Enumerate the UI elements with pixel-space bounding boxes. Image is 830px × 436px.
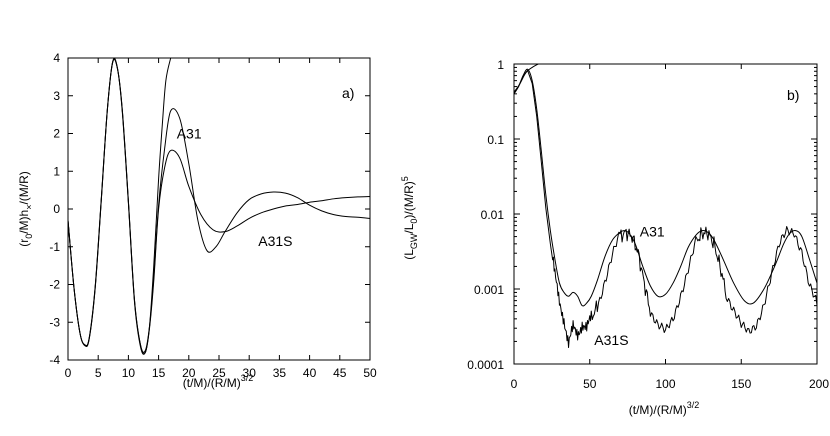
panel-b-ytick-label-0: 0.0001 (467, 358, 504, 372)
panel-b-ytick-label-1: 0.001 (474, 283, 504, 297)
panel-b-ylabel-part-0: (L (402, 249, 416, 260)
panel-b-ytick-label-3: 0.1 (487, 133, 504, 147)
panel-a-xtick-label-9: 45 (333, 366, 347, 380)
panel-b-ylabel-part-5: 5 (400, 176, 410, 181)
panel-a-xtick-label-2: 10 (122, 366, 136, 380)
panel-b-xtick-label-4: 200 (809, 377, 829, 391)
panel-b-ylabel-part-2: /L (402, 223, 416, 233)
panel-a-xtick-label-10: 50 (363, 366, 377, 380)
panel-a-ytick-label-3: -1 (49, 240, 60, 254)
panel-b-plot-frame (513, 63, 818, 365)
panel-a-ylabel: (r0/M)h×/(M/R) (17, 171, 34, 247)
panel-a-series-2-line (68, 58, 172, 355)
panel-a-ylabel-part-0: (r (17, 239, 31, 247)
panel-a-xlabel-sup: 3/2 (241, 373, 254, 383)
panel-a-xtick-label-0: 0 (65, 366, 72, 380)
panel-a-xlabel-main: (t/M)/(R/M) (183, 376, 241, 390)
panel-a-annotation-a31: A31 (177, 126, 202, 142)
panel-b-series-1-line (514, 69, 817, 349)
panel-a-ticks: 0 5 10 15 20 25 30 35 40 45 50 -4 -3 -2 -1 0 1 2 3 4 (49, 51, 377, 380)
panel-a-xtick-label-8: 40 (303, 366, 317, 380)
panel-a-xtick-label-4: 20 (182, 366, 196, 380)
panel-b-xtick-label-0: 0 (511, 377, 518, 391)
panel-b-ticks: 0 50 100 150 200 0.0001 0.001 0.01 0.1 1 (467, 58, 829, 391)
panel-b-ylabel-part-4: )/(M/R) (402, 181, 416, 218)
panel-b-xlabel: (t/M)/(R/M)3/2 (629, 400, 700, 417)
panel-a-xtick-label-5: 25 (212, 366, 226, 380)
panel-b-xlabel-main: (t/M)/(R/M) (629, 403, 687, 417)
panel-a-ytick-label-1: -3 (49, 315, 60, 329)
panel-a-series-0-line (68, 59, 370, 353)
panel-a-ytick-label-0: -4 (49, 353, 60, 367)
panel-b-series-0-line (514, 68, 817, 307)
panel-a-curves (68, 58, 370, 355)
panel-b-xtick-label-2: 100 (655, 377, 675, 391)
panel-a-label: a) (342, 85, 354, 101)
panel-a-xlabel: (t/M)/(R/M)3/2 (183, 373, 254, 390)
panel-a-xtick-label-1: 5 (95, 366, 102, 380)
panel-a-plot-frame (67, 57, 371, 361)
panel-b-series-2-line (514, 64, 540, 93)
panel-b-ylabel-part-3: 0 (409, 219, 419, 224)
panel-a-ylabel-part-4: /(M/R) (17, 171, 31, 204)
panel-a-ytick-label-4: 0 (53, 202, 60, 216)
panel-a-ytick-label-5: 1 (53, 164, 60, 178)
panel-b-ytick-label-2: 0.01 (481, 208, 505, 222)
panel-b-ylabel-part-1: GW (409, 233, 419, 249)
panel-b-curves (514, 64, 817, 349)
panel-a-ylabel-part-2: /M)h (17, 210, 31, 234)
panel-a-ytick-label-8: 4 (53, 51, 60, 65)
panel-b-ytick-label-4: 1 (497, 58, 504, 72)
panel-a-xtick-label-7: 35 (273, 366, 287, 380)
panel-a-ytick-label-7: 3 (53, 89, 60, 103)
panel-a: 0 5 10 15 20 25 30 35 40 45 50 -4 -3 -2 -1 0 1 2 3 4 a) A31… (17, 51, 377, 390)
panel-b-ylabel: (LGW/L0)/(M/R)5 (400, 176, 419, 260)
panel-b-xtick-label-3: 150 (731, 377, 751, 391)
panel-a-xtick-label-6: 30 (243, 366, 257, 380)
panel-b-xtick-label-1: 50 (583, 377, 597, 391)
panel-a-series-1-line (68, 58, 370, 355)
panel-a-ylabel-part-3: × (24, 205, 34, 210)
panel-a-xtick-label-3: 15 (152, 366, 166, 380)
panel-a-annotation-a31s: A31S (258, 233, 292, 249)
panel-b-xlabel-sup: 3/2 (687, 400, 700, 410)
panel-a-ylabel-part-1: 0 (24, 234, 34, 239)
panel-a-ytick-label-6: 2 (53, 127, 60, 141)
panel-b-label: b) (787, 87, 799, 103)
panel-b-annotation-a31s: A31S (594, 332, 628, 348)
panel-a-ytick-label-2: -2 (49, 278, 60, 292)
panel-b-annotation-a31: A31 (640, 224, 665, 240)
